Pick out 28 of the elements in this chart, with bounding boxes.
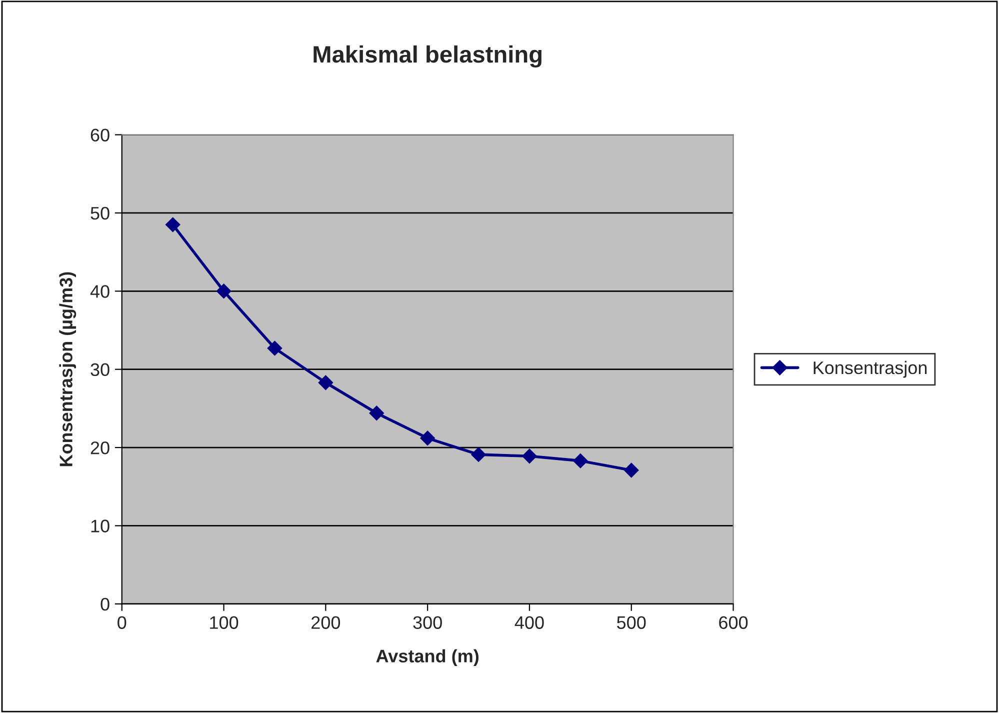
x-tick-label: 200 [312,616,340,629]
point [267,340,282,356]
point [369,406,384,421]
point [318,375,334,390]
y-tick-label: 40 [90,285,110,298]
y-tick-label: 10 [91,520,110,532]
y-tick-label: 60 [90,128,110,142]
point [216,284,232,299]
point [471,447,486,462]
y-tick-label: 20 [90,441,110,454]
y-tick-label: 0 [100,598,110,611]
chart-title: Makismal belastning [314,45,542,68]
x-tick-label: 500 [617,616,646,629]
point [522,448,537,464]
x-tick-label: 100 [210,616,238,629]
y-tick-label: 50 [90,206,110,220]
legend-label: Konsentrasjon [814,360,927,378]
y-tick-label: 30 [90,363,110,376]
point [165,217,180,232]
point [573,453,588,468]
y-axis-title: Konsentrasjon (µg/m3) [59,272,76,466]
x-tick-label: 600 [719,616,748,629]
point [420,430,435,446]
x-tick-label: 300 [413,616,442,629]
x-tick-label: 400 [514,616,544,629]
point [624,462,639,478]
x-axis-title: Avstand (m) [376,649,479,666]
x-tick-label: 0 [118,616,126,629]
